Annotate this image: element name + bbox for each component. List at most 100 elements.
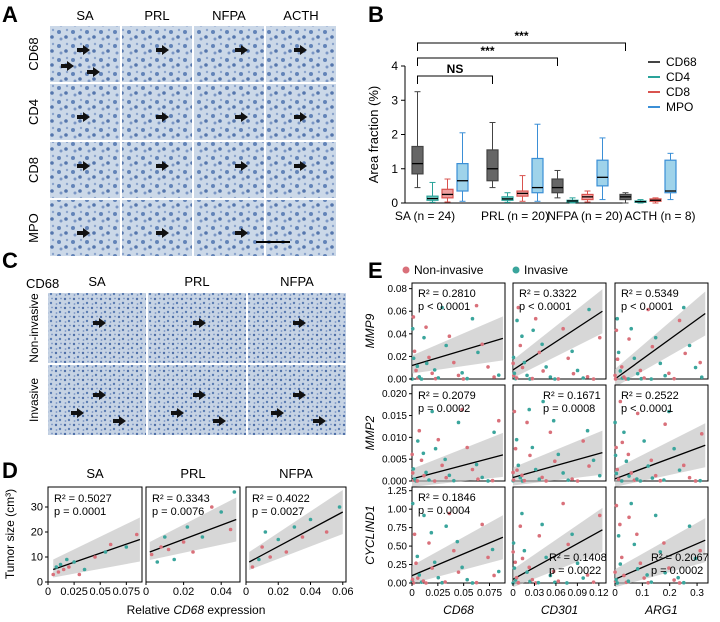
- histology-image: [50, 84, 120, 140]
- panel-letter-d: D: [2, 458, 18, 483]
- data-point: [530, 445, 535, 450]
- data-point: [492, 573, 496, 578]
- data-point: [410, 577, 415, 582]
- data-point: [533, 467, 538, 472]
- data-point: [430, 409, 434, 414]
- significance-label: ***: [514, 29, 528, 43]
- data-point: [613, 377, 618, 381]
- data-point: [456, 570, 461, 574]
- data-point: [134, 532, 139, 537]
- data-point: [662, 478, 666, 482]
- y-tick-label: 0.25: [388, 560, 408, 571]
- data-point: [412, 532, 417, 537]
- r2-label: R² = 0.2810: [418, 288, 476, 300]
- x-tick-label: 0.05: [454, 588, 474, 599]
- data-point: [436, 437, 441, 442]
- data-point: [566, 542, 570, 547]
- x-tick-label: 0: [143, 586, 149, 598]
- legend-label: CD68: [666, 55, 697, 69]
- data-point: [527, 565, 532, 570]
- data-point: [452, 360, 456, 365]
- data-point: [566, 356, 570, 361]
- panel-a: SA PRL NFPA ACTH CD68 CD4 CD8 MPO: [26, 8, 336, 256]
- panel-a-col-label: PRL: [144, 8, 169, 23]
- data-point: [337, 505, 342, 509]
- data-point: [166, 547, 171, 552]
- data-point: [82, 567, 87, 572]
- regression-line: [614, 312, 706, 380]
- data-point: [591, 580, 596, 584]
- data-point: [620, 440, 625, 445]
- significance-bracket: [417, 57, 558, 66]
- y-tick-label: 3: [391, 93, 398, 107]
- arrow-icon: [294, 161, 307, 171]
- regression-line: [149, 518, 237, 553]
- data-point: [591, 377, 596, 381]
- p-value-label: p = 0.0022: [549, 565, 601, 577]
- legend-label: CD4: [666, 70, 690, 84]
- y-tick-label: 0.00: [388, 375, 408, 386]
- data-point: [687, 343, 692, 348]
- data-point: [681, 463, 686, 468]
- data-point: [490, 478, 495, 483]
- data-point: [124, 545, 129, 549]
- data-point: [681, 305, 686, 310]
- data-point: [149, 552, 154, 557]
- data-point: [424, 325, 428, 329]
- y-tick-label: 0.000: [382, 477, 407, 488]
- data-point: [613, 570, 617, 574]
- data-point: [551, 569, 556, 574]
- histology-image: [48, 293, 146, 363]
- data-point: [512, 371, 517, 376]
- data-point: [614, 503, 619, 508]
- arrow-icon: [235, 45, 248, 55]
- data-point: [619, 555, 624, 560]
- data-point: [581, 576, 585, 580]
- data-point: [440, 305, 444, 310]
- data-point: [597, 335, 602, 340]
- p-value-label: p = 0.0008: [543, 403, 595, 415]
- data-point: [626, 377, 631, 381]
- data-point: [172, 557, 176, 562]
- data-point: [663, 570, 667, 575]
- data-point: [411, 356, 416, 361]
- panel-e-col-label: ARG1: [644, 603, 678, 617]
- data-point: [548, 573, 553, 578]
- data-point: [260, 545, 264, 549]
- data-point: [615, 467, 620, 472]
- data-point: [698, 478, 702, 483]
- panel-b-boxplot: 0 1 2 3 4 Area fraction (%) SA (n = 24) PRL (n …: [366, 29, 697, 223]
- data-point: [575, 561, 580, 566]
- x-tick-label: 0.075: [113, 586, 141, 598]
- data-point: [522, 548, 527, 553]
- data-point: [58, 562, 63, 567]
- data-point: [566, 478, 570, 482]
- data-point: [614, 445, 618, 450]
- data-point: [540, 342, 544, 347]
- data-point: [511, 478, 516, 482]
- panel-d-title: NFPA: [279, 466, 313, 481]
- arrow-icon: [156, 161, 169, 171]
- box: [596, 159, 609, 187]
- histology-image: [248, 365, 346, 435]
- data-point: [470, 581, 475, 585]
- regression-line: [512, 452, 603, 479]
- data-point: [520, 365, 525, 370]
- y-tick-label: 30: [31, 502, 43, 514]
- data-point: [531, 328, 535, 333]
- data-point: [540, 475, 544, 480]
- y-tick-label: 0: [37, 577, 43, 589]
- data-point: [635, 532, 639, 537]
- data-point: [699, 432, 704, 436]
- x-tick-label: 0.3: [690, 588, 704, 599]
- data-point: [284, 550, 289, 554]
- data-point: [520, 334, 524, 339]
- x-tick-label: 0: [243, 586, 249, 598]
- panel-c-col-label: SA: [88, 274, 106, 289]
- data-point: [525, 570, 529, 574]
- data-point: [687, 475, 692, 480]
- data-point: [159, 545, 163, 549]
- data-point: [544, 555, 548, 560]
- y-tick-label: 10: [31, 552, 43, 564]
- data-point: [536, 580, 541, 585]
